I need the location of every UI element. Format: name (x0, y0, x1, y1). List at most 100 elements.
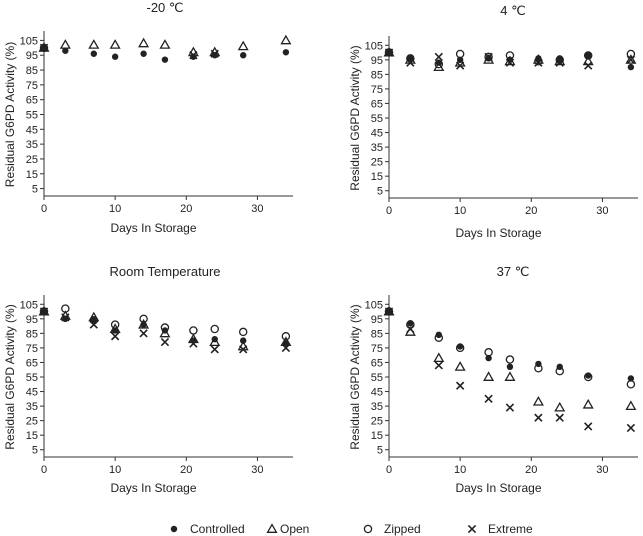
data-point (88, 39, 100, 49)
y-tick-label: 5 (377, 186, 383, 198)
y-tick-label: 75 (371, 84, 383, 96)
y-tick-label: 45 (26, 387, 38, 399)
data-point (455, 343, 465, 353)
x-axis-label: Days In Storage (110, 481, 196, 495)
x-tick-label: 30 (251, 464, 263, 476)
x-tick-label: 0 (41, 464, 47, 476)
data-point (280, 336, 292, 347)
data-point (534, 364, 543, 373)
data-point (110, 320, 120, 329)
data-point (384, 48, 394, 57)
data-point (555, 413, 564, 422)
y-tick-label: 65 (371, 357, 383, 369)
y-axis-label: Residual G6PD Activity (%) (3, 304, 17, 449)
chart-title: 4 ℃ (500, 3, 525, 18)
x-tick-label: 10 (454, 464, 466, 476)
data-point (280, 34, 292, 45)
x-tick-label: 0 (41, 203, 47, 215)
data-point (626, 55, 636, 64)
data-point (237, 40, 249, 51)
data-point (61, 313, 70, 322)
y-tick-label: 55 (371, 372, 383, 384)
panel-4c: 4 ℃ 5 15 25 35 45 55 65 75 85 95 105 0 10 20 30 Days In … (348, 3, 638, 240)
y-tick-label: 65 (26, 95, 38, 107)
data-point (384, 307, 394, 316)
data-point (240, 337, 247, 344)
y-tick-label: 15 (26, 169, 38, 181)
data-point (455, 381, 465, 390)
legend-item-zipped: Zipped (363, 522, 421, 536)
x-tick-label: 10 (109, 464, 121, 476)
data-point (209, 336, 221, 347)
data-point (138, 37, 150, 48)
data-point (59, 39, 71, 49)
data-point (555, 58, 564, 67)
x-tick-label: 20 (525, 464, 537, 476)
data-point (210, 49, 219, 58)
y-axis-label: Residual G6PD Activity (%) (348, 45, 362, 190)
data-point (138, 318, 150, 329)
y-tick-label: 65 (26, 357, 38, 369)
series-controlled (40, 44, 290, 63)
y-tick-label: 95 (371, 55, 383, 67)
data-point (434, 52, 443, 62)
chart-title: -20 ℃ (146, 0, 183, 15)
data-point (627, 375, 635, 382)
legend-marker (266, 523, 278, 533)
y-tick-label: 5 (32, 445, 38, 457)
y-tick-label: 25 (371, 157, 383, 169)
y-tick-label: 45 (26, 124, 38, 136)
series-extreme (39, 43, 219, 60)
data-point (281, 332, 291, 341)
y-tick-label: 35 (26, 139, 38, 151)
y-tick-label: 85 (371, 69, 383, 81)
legend-item-extreme: Extreme (467, 522, 533, 536)
legend-item-open: Open (266, 522, 309, 536)
x-tick-label: 20 (180, 203, 192, 215)
data-point (210, 345, 219, 354)
data-point (281, 343, 291, 353)
data-point (159, 327, 171, 338)
data-point (534, 58, 543, 67)
data-point (505, 51, 515, 60)
data-point (585, 52, 592, 59)
data-point (555, 366, 564, 376)
data-point (189, 51, 198, 60)
chart-title: 37 ℃ (497, 264, 530, 279)
y-tick-label: 75 (26, 80, 38, 92)
data-point (89, 320, 98, 329)
y-axis-label: Residual G6PD Activity (%) (348, 304, 362, 449)
data-point (111, 53, 119, 60)
y-tick-label: 55 (26, 372, 38, 384)
data-point (534, 57, 543, 66)
data-point (110, 332, 120, 341)
y-tick-label: 105 (365, 40, 383, 52)
data-point (407, 55, 414, 62)
series-open (38, 34, 292, 57)
y-tick-label: 5 (377, 445, 383, 457)
x-tick-label: 0 (386, 464, 392, 476)
data-point (455, 49, 465, 59)
x-tick-label: 30 (596, 205, 608, 217)
data-point (140, 50, 147, 57)
legend-label: Extreme (488, 522, 533, 536)
data-point (584, 422, 593, 431)
data-point (485, 354, 492, 362)
data-point (484, 394, 493, 403)
y-tick-label: 15 (371, 171, 383, 183)
data-point (505, 355, 515, 364)
data-point (160, 323, 170, 332)
legend-item-controlled: Controlled (170, 522, 245, 536)
data-point (240, 52, 247, 59)
y-axis-label: Residual G6PD Activity (%) (3, 42, 17, 187)
series-extreme (39, 307, 291, 354)
y-tick-label: 5 (32, 184, 38, 196)
data-point (484, 52, 493, 62)
y-tick-label: 85 (26, 328, 38, 340)
legend-marker (170, 525, 178, 533)
legend-marker (467, 524, 477, 534)
y-tick-label: 45 (371, 387, 383, 399)
data-point (406, 58, 415, 67)
x-tick-label: 30 (596, 464, 608, 476)
legend: Controlled Open Zipped Extreme (170, 522, 533, 536)
